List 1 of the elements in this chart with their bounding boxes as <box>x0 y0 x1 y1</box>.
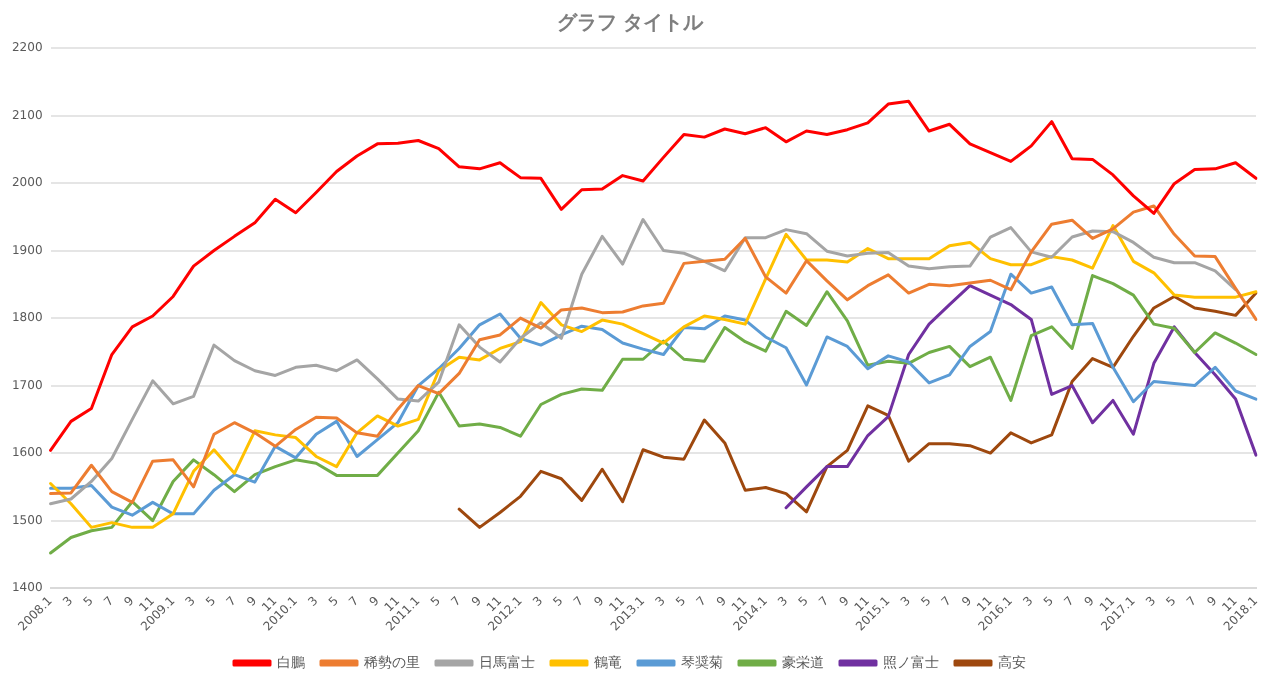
chart-title: グラフ タイトル <box>556 11 706 36</box>
